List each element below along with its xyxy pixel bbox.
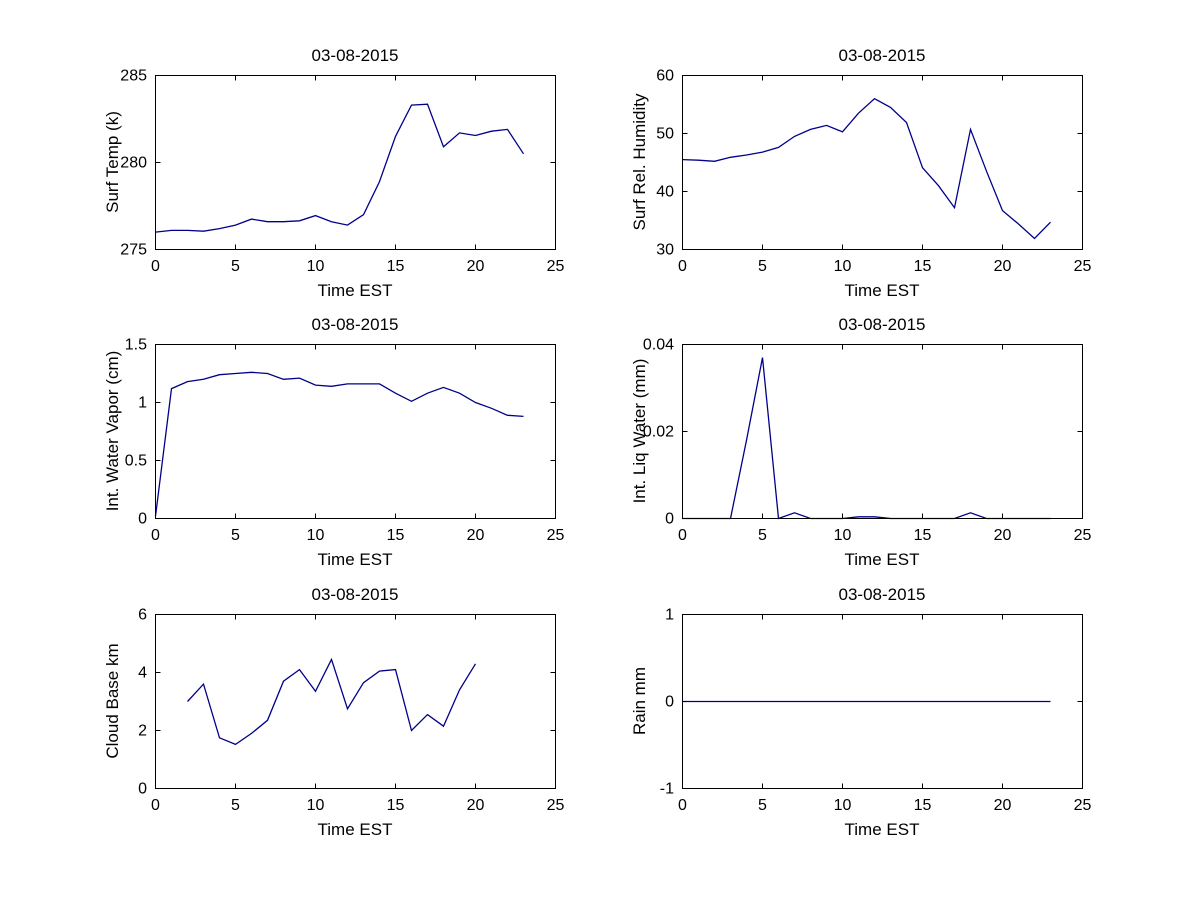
plot-title: 03-08-2015 xyxy=(311,315,399,334)
y-tick-label: 0.5 xyxy=(125,453,147,470)
x-axis-label: Time EST xyxy=(317,550,393,569)
x-axis-label: Time EST xyxy=(317,820,393,839)
data-line xyxy=(682,97,1051,240)
plot-title: 03-08-2015 xyxy=(311,585,399,604)
y-axis-label: Surf Rel. Humidity xyxy=(630,93,649,231)
y-tick-label: 275 xyxy=(120,242,147,259)
x-tick-label: 10 xyxy=(834,797,852,814)
y-tick-label: 2 xyxy=(138,723,147,740)
x-tick-label: 15 xyxy=(914,527,932,544)
y-tick-label: 30 xyxy=(656,242,674,259)
x-axis-label: Time EST xyxy=(844,820,920,839)
x-tick-label: 20 xyxy=(994,797,1012,814)
y-tick-label: 0.02 xyxy=(643,424,674,441)
y-tick-label: 285 xyxy=(120,68,147,85)
axes-box xyxy=(155,614,556,789)
y-tick-label: 1.5 xyxy=(125,337,147,354)
y-tick-label: 280 xyxy=(120,155,147,172)
subplot-rel-humidity: 0 5 10 15 20 25 30 40 50 60 03-08-2015 Surf Rel. … xyxy=(552,35,1200,335)
x-tick-label: 20 xyxy=(467,527,485,544)
x-axis-label: Time EST xyxy=(317,281,393,300)
plot-area-liq-water: 0 5 10 15 20 25 0 0.02 0.04 xyxy=(643,337,1092,545)
plot-title: 03-08-2015 xyxy=(311,46,399,65)
x-tick-label: 0 xyxy=(151,527,160,544)
subplot-liq-water: 0 5 10 15 20 25 0 0.02 0.04 03-08-2015 Int. Liq … xyxy=(552,304,1200,604)
y-axis-label: Int. Water Vapor (cm) xyxy=(103,350,122,512)
plot-title: 03-08-2015 xyxy=(838,46,926,65)
x-tick-label: 10 xyxy=(307,258,325,275)
subplot-rain: 0 5 10 15 20 25 -1 0 1 03-08-2015 Rain mm Time E… xyxy=(552,574,1200,874)
y-axis-label: Surf Temp (k) xyxy=(103,111,122,213)
x-tick-label: 10 xyxy=(834,258,852,275)
y-axis-label: Cloud Base km xyxy=(103,643,122,759)
plot-title: 03-08-2015 xyxy=(838,585,926,604)
y-tick-label: 40 xyxy=(656,184,674,201)
x-tick-label: 20 xyxy=(994,258,1012,275)
plot-area-rain: 0 5 10 15 20 25-101 xyxy=(660,607,1092,815)
x-tick-label: 20 xyxy=(467,797,485,814)
y-tick-label: 50 xyxy=(656,126,674,143)
y-tick-label: 60 xyxy=(656,68,674,85)
y-tick-label: 0 xyxy=(138,781,147,798)
x-tick-label: 5 xyxy=(231,527,240,544)
subplot-cloud-base: 0 5 10 15 20 25 0 2 4 6 03-08-2015 Cloud Base km … xyxy=(25,574,685,874)
data-line xyxy=(187,657,477,746)
axes-box xyxy=(155,75,556,250)
data-line xyxy=(154,371,524,517)
x-tick-label: 20 xyxy=(467,258,485,275)
x-tick-label: 15 xyxy=(387,258,405,275)
x-tick-label: 0 xyxy=(151,258,160,275)
x-tick-label: 15 xyxy=(914,258,932,275)
axes-box xyxy=(682,75,1083,250)
axes-box xyxy=(155,344,556,519)
axes-box xyxy=(682,344,1083,519)
x-tick-label: 5 xyxy=(758,797,767,814)
subplot-surf-temp: 0 5 10 15 20 25 275 280 285 03-08-2015 Surf Temp… xyxy=(25,35,685,335)
y-tick-label: 0 xyxy=(138,511,147,528)
x-tick-label: 25 xyxy=(547,527,565,544)
x-tick-label: 20 xyxy=(994,527,1012,544)
data-line xyxy=(155,103,525,233)
x-tick-label: 5 xyxy=(758,258,767,275)
x-tick-label: 0 xyxy=(151,797,160,814)
plot-title: 03-08-2015 xyxy=(838,315,926,334)
x-tick-label: 5 xyxy=(758,527,767,544)
x-tick-label: 10 xyxy=(834,527,852,544)
plot-area-surf-temp: 0 5 10 15 20 25 275 280 285 xyxy=(120,68,565,276)
subplot-water-vapor: 0 5 10 15 20 25 0 0.5 1 1.5 03-08-2015 Int. Water… xyxy=(25,304,685,604)
x-tick-label: 15 xyxy=(387,527,405,544)
y-tick-label: 1 xyxy=(665,607,674,624)
x-tick-label: 5 xyxy=(231,258,240,275)
x-tick-label: 25 xyxy=(1074,797,1092,814)
x-tick-label: 5 xyxy=(231,797,240,814)
y-axis-label: Rain mm xyxy=(630,667,649,736)
x-tick-label: 0 xyxy=(678,258,687,275)
plot-area-rel-humidity: 0 5 10 15 20 25 30 40 50 60 xyxy=(656,68,1092,276)
y-tick-label: 4 xyxy=(138,665,147,682)
y-tick-label: 0 xyxy=(665,511,674,528)
y-axis-label: Int. Liq Water (mm) xyxy=(630,358,649,504)
x-tick-label: 25 xyxy=(1074,527,1092,544)
x-axis-label: Time EST xyxy=(844,281,920,300)
y-tick-label: 0.04 xyxy=(643,337,674,354)
data-line xyxy=(682,357,1051,520)
x-tick-label: 0 xyxy=(678,527,687,544)
x-tick-label: 0 xyxy=(678,797,687,814)
x-tick-label: 10 xyxy=(307,527,325,544)
x-tick-label: 15 xyxy=(387,797,405,814)
plot-area-cloud-base: 0 5 10 15 20 25 0 2 4 6 xyxy=(138,607,565,815)
x-tick-label: 25 xyxy=(1074,258,1092,275)
y-tick-label: 1 xyxy=(138,395,147,412)
plot-area-water-vapor: 0 5 10 15 20 25 0 0.5 1 1.5 xyxy=(125,337,565,545)
x-tick-label: 10 xyxy=(307,797,325,814)
x-tick-label: 25 xyxy=(547,258,565,275)
x-tick-label: 25 xyxy=(547,797,565,814)
x-tick-label: 15 xyxy=(914,797,932,814)
x-axis-label: Time EST xyxy=(844,550,920,569)
y-tick-label: 6 xyxy=(138,607,147,624)
y-tick-label: -1 xyxy=(660,781,674,798)
y-tick-label: 0 xyxy=(665,694,674,711)
